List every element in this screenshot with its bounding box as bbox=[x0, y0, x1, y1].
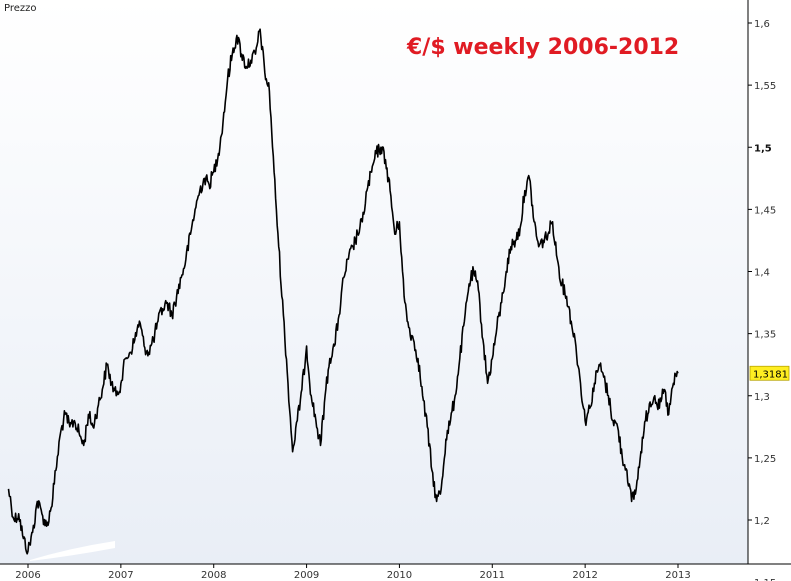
x-axis-panel bbox=[0, 564, 791, 581]
y-tick-label: 1,35 bbox=[754, 330, 776, 341]
x-tick-label: 2008 bbox=[201, 570, 226, 581]
series-line-0 bbox=[7, 28, 679, 555]
y-axis-ticks: 1,15 1,2 1,25 1,3 1,35 1,4 1,45 1,5 1,55 1,6 bbox=[748, 19, 776, 581]
last-value-text: 1,3181 bbox=[753, 369, 788, 380]
panel-label: Prezzo bbox=[4, 3, 37, 14]
last-value-tag: 1,3181 bbox=[749, 365, 790, 381]
y-tick-label: 1,6 bbox=[754, 19, 770, 30]
decorative-smudge bbox=[30, 541, 115, 561]
x-axis-ticks: 2006 2007 2008 2009 2010 2011 2012 2013 bbox=[15, 564, 691, 581]
y-tick-label: 1,2 bbox=[754, 516, 770, 527]
y-tick-label: 1,3 bbox=[754, 392, 770, 403]
y-tick-label: 1,45 bbox=[754, 205, 776, 216]
x-tick-label: 2006 bbox=[15, 570, 40, 581]
y-tick-label: 1,4 bbox=[754, 268, 770, 279]
y-tick-label: 1,15 bbox=[754, 578, 776, 581]
y-tick-label: 1,55 bbox=[754, 81, 776, 92]
x-tick-label: 2009 bbox=[294, 570, 319, 581]
y-axis-panel bbox=[748, 0, 791, 564]
plot-background bbox=[0, 0, 748, 564]
x-tick-label: 2013 bbox=[665, 570, 690, 581]
y-tick-label: 1,5 bbox=[754, 143, 772, 154]
x-tick-label: 2011 bbox=[480, 570, 505, 581]
last-value-box bbox=[749, 365, 790, 381]
series-layer bbox=[7, 28, 679, 555]
x-tick-label: 2010 bbox=[387, 570, 412, 581]
chart-title: €/$ weekly 2006-2012 bbox=[406, 35, 679, 60]
y-tick-label: 1,25 bbox=[754, 454, 776, 465]
x-tick-label: 2007 bbox=[108, 570, 133, 581]
x-tick-label: 2012 bbox=[572, 570, 597, 581]
